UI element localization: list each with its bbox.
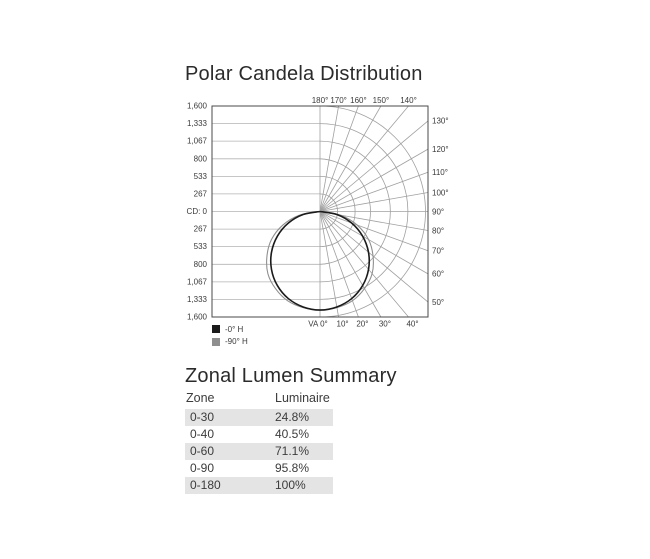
svg-text:800: 800 xyxy=(194,154,208,163)
candela-gridlines xyxy=(212,105,320,318)
table-row: 0-30 24.8% xyxy=(185,409,333,426)
polar-chart-title: Polar Candela Distribution xyxy=(185,63,423,85)
legend-label: -0° H xyxy=(225,324,244,334)
svg-text:CD: 0: CD: 0 xyxy=(187,207,208,216)
legend-entry: -0° H xyxy=(212,323,248,336)
svg-text:130°: 130° xyxy=(432,117,449,126)
zone-cell: 0-40 xyxy=(190,427,215,441)
zone-cell: 0-180 xyxy=(190,478,221,492)
svg-text:70°: 70° xyxy=(432,247,444,256)
svg-text:180°: 180° xyxy=(312,96,329,105)
svg-text:60°: 60° xyxy=(432,270,444,279)
svg-text:150°: 150° xyxy=(373,96,390,105)
svg-text:80°: 80° xyxy=(432,226,444,235)
column-header-zone: Zone xyxy=(186,391,215,405)
legend-swatch-0h xyxy=(212,325,220,334)
zone-cell: 0-90 xyxy=(190,461,215,475)
angle-gridlines xyxy=(319,105,429,318)
svg-text:40°: 40° xyxy=(406,320,418,329)
svg-text:267: 267 xyxy=(194,225,208,234)
luminaire-cell: 24.8% xyxy=(275,410,310,424)
table-row: 0-60 71.1% xyxy=(185,443,333,460)
svg-text:1,333: 1,333 xyxy=(187,295,208,304)
luminaire-cell: 71.1% xyxy=(275,444,310,458)
column-header-luminaire: Luminaire xyxy=(275,391,330,405)
series-curve-0H xyxy=(269,210,371,311)
legend-label: -90° H xyxy=(225,337,248,347)
zonal-lumen-table: 0-30 24.8% 0-40 40.5% 0-60 71.1% 0-90 95… xyxy=(185,409,333,494)
luminaire-cell: 40.5% xyxy=(275,427,310,441)
legend-entry: -90° H xyxy=(212,336,248,349)
chart-legend: -0° H -90° H xyxy=(212,323,248,348)
table-row: 0-90 95.8% xyxy=(185,460,333,477)
polar-candela-chart: CD: 0 267 267 533 533 800 800 1,067 1,067 1,333 1,… xyxy=(187,96,449,329)
svg-text:170°: 170° xyxy=(330,96,347,105)
svg-text:VA 0°: VA 0° xyxy=(308,320,328,329)
svg-text:1,067: 1,067 xyxy=(187,137,208,146)
table-row: 0-40 40.5% xyxy=(185,426,333,443)
luminaire-cell: 100% xyxy=(275,478,306,492)
legend-swatch-90h xyxy=(212,337,220,346)
svg-text:50°: 50° xyxy=(432,298,444,307)
svg-text:1,333: 1,333 xyxy=(187,119,208,128)
luminaire-cell: 95.8% xyxy=(275,461,310,475)
svg-text:267: 267 xyxy=(194,189,208,198)
zone-cell: 0-60 xyxy=(190,444,215,458)
svg-text:20°: 20° xyxy=(356,320,368,329)
svg-text:1,600: 1,600 xyxy=(187,313,208,322)
svg-text:1,600: 1,600 xyxy=(187,102,208,111)
svg-text:10°: 10° xyxy=(337,320,349,329)
svg-text:1,067: 1,067 xyxy=(187,277,208,286)
table-row: 0-180 100% xyxy=(185,477,333,494)
svg-text:120°: 120° xyxy=(432,145,449,154)
zone-cell: 0-30 xyxy=(190,410,215,424)
chart-border xyxy=(211,105,429,318)
svg-text:533: 533 xyxy=(194,242,208,251)
axis-labels: CD: 0 267 267 533 533 800 800 1,067 1,067 1,333 1,… xyxy=(187,96,449,329)
svg-text:160°: 160° xyxy=(350,96,367,105)
svg-text:90°: 90° xyxy=(432,207,444,216)
svg-text:800: 800 xyxy=(194,260,208,269)
zonal-summary-title: Zonal Lumen Summary xyxy=(185,365,397,387)
svg-text:533: 533 xyxy=(194,172,208,181)
svg-text:140°: 140° xyxy=(400,96,417,105)
svg-text:110°: 110° xyxy=(432,168,448,177)
svg-text:30°: 30° xyxy=(379,320,391,329)
svg-text:100°: 100° xyxy=(432,188,449,197)
zonal-table-header: Zone Luminaire xyxy=(186,391,336,408)
